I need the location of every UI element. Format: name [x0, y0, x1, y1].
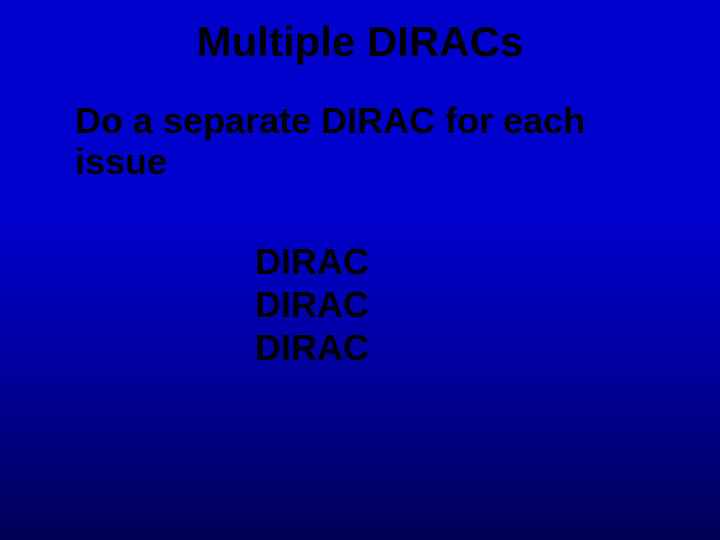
slide-title: Multiple DIRACs: [0, 18, 720, 66]
list-item: DIRAC: [255, 240, 369, 283]
list-item: DIRAC: [255, 326, 369, 369]
slide-list: DIRAC DIRAC DIRAC: [255, 240, 369, 370]
slide: Multiple DIRACs Do a separate DIRAC for …: [0, 0, 720, 540]
slide-subtitle: Do a separate DIRAC for each issue: [75, 100, 655, 183]
list-item: DIRAC: [255, 283, 369, 326]
